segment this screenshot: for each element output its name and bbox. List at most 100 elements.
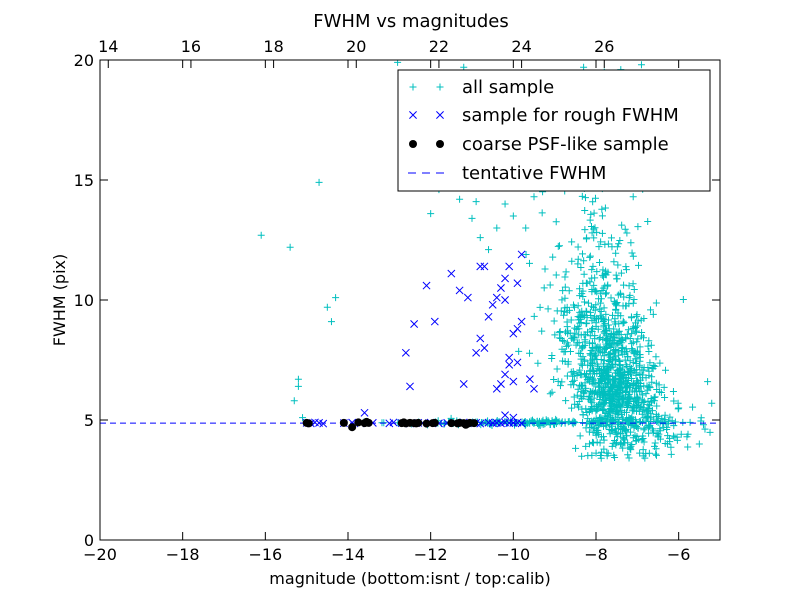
all-sample-point [587,346,595,354]
y-tick-label: 0 [84,531,94,550]
all-sample-point [600,304,608,312]
all-sample-point [652,353,660,361]
all-sample-point [538,327,546,335]
all-sample-point [577,355,585,363]
all-sample-point [640,366,648,374]
all-sample-point [615,374,623,382]
all-sample-point [576,432,584,440]
all-sample-point [584,395,592,403]
rough-sample-point [505,353,514,362]
all-sample-point [629,338,637,346]
all-sample-point [602,290,610,298]
all-sample-point [651,442,659,450]
psf-sample-point [362,417,371,426]
all-sample-point [606,341,614,349]
all-sample-point [612,249,620,257]
all-sample-point [644,413,652,421]
all-sample-point [636,383,644,391]
all-sample-point [556,327,564,335]
all-sample-point [638,332,646,340]
all-sample-point [580,370,588,378]
legend-box [397,69,711,192]
all-sample-point [708,399,716,407]
rough-sample-point [463,293,472,302]
all-sample-point [629,323,637,331]
rough-sample-point [513,279,522,288]
all-sample-point [628,330,636,338]
all-sample-point [654,417,662,425]
all-sample-point [608,243,616,251]
all-sample-point [565,287,573,295]
rough-sample-point [496,380,505,388]
all-sample-point [637,316,645,324]
top-x-tick-label: 20 [346,37,366,56]
top-x-tick-label: 22 [429,37,449,56]
all-sample-point [614,351,622,359]
all-sample-point [649,415,657,423]
all-sample-point [550,375,558,383]
all-sample-point [544,305,552,313]
all-sample-point [622,391,630,399]
all-sample-point [629,299,637,307]
all-sample-point [661,393,669,401]
all-sample-point [588,266,596,274]
all-sample-point [607,415,615,423]
all-sample-point [540,420,548,428]
all-sample-point [594,417,602,425]
all-sample-point [670,397,678,405]
all-sample-point [625,282,633,290]
all-sample-point [605,321,613,329]
all-sample-point [605,337,613,345]
x-tick-label: −20 [83,545,117,564]
all-sample-point [542,416,550,424]
all-sample-point [525,259,533,267]
all-sample-point [645,337,653,345]
all-sample-point [613,438,621,446]
all-sample-point [683,433,691,441]
all-sample-point [636,357,644,365]
all-sample-point [587,424,595,432]
all-sample-point [633,338,641,346]
all-sample-point [564,341,572,349]
all-sample-point [601,399,609,407]
psf-sample-point [430,418,439,427]
all-sample-point [615,327,623,335]
all-sample-point [581,206,589,214]
all-sample-point [472,198,480,206]
all-sample-point [600,329,608,337]
all-sample-point [595,295,603,303]
all-sample-point [632,366,640,374]
all-sample-point [607,397,615,405]
all-sample-point [625,454,633,462]
x-tick-label: −16 [248,545,282,564]
all-sample-point [671,433,679,441]
all-sample-point [551,331,559,339]
all-sample-point [699,421,707,429]
all-sample-point [636,449,644,457]
all-sample-point [588,360,596,368]
all-sample-point [578,192,586,200]
all-sample-point [548,352,556,360]
all-sample-point [579,411,587,419]
all-sample-point [562,268,570,276]
all-sample-point [588,326,596,334]
all-sample-point [611,376,619,384]
all-sample-point [695,440,703,448]
all-sample-point [652,379,660,387]
all-sample-point [643,407,651,415]
all-sample-point [597,416,605,424]
all-sample-point [572,444,580,452]
all-sample-point [595,383,603,391]
all-sample-point [635,350,643,358]
all-sample-point [637,388,645,396]
all-sample-point [555,329,563,337]
all-sample-point [604,449,612,457]
all-sample-point [618,221,626,229]
legend-label: sample for rough FWHM [462,105,679,126]
all-sample-point [582,320,590,328]
all-sample-point [590,225,598,233]
all-sample-point [576,349,584,357]
all-sample-point [629,324,637,332]
all-sample-point [591,194,599,202]
all-sample-point [562,397,570,405]
